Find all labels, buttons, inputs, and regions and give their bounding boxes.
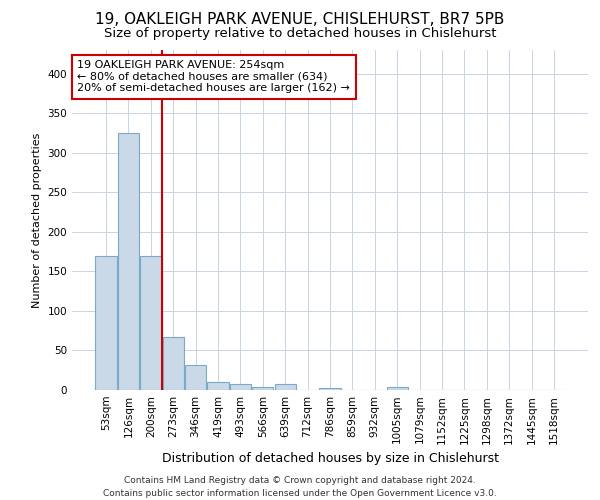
Bar bbox=[230, 384, 251, 390]
Bar bbox=[386, 387, 408, 390]
Text: 19 OAKLEIGH PARK AVENUE: 254sqm
← 80% of detached houses are smaller (634)
20% o: 19 OAKLEIGH PARK AVENUE: 254sqm ← 80% of… bbox=[77, 60, 350, 94]
Bar bbox=[95, 256, 117, 390]
Bar bbox=[275, 384, 296, 390]
Text: Contains HM Land Registry data © Crown copyright and database right 2024.
Contai: Contains HM Land Registry data © Crown c… bbox=[103, 476, 497, 498]
Bar bbox=[185, 364, 206, 390]
Bar bbox=[140, 256, 161, 390]
X-axis label: Distribution of detached houses by size in Chislehurst: Distribution of detached houses by size … bbox=[161, 452, 499, 465]
Text: 19, OAKLEIGH PARK AVENUE, CHISLEHURST, BR7 5PB: 19, OAKLEIGH PARK AVENUE, CHISLEHURST, B… bbox=[95, 12, 505, 28]
Y-axis label: Number of detached properties: Number of detached properties bbox=[32, 132, 42, 308]
Text: Size of property relative to detached houses in Chislehurst: Size of property relative to detached ho… bbox=[104, 28, 496, 40]
Bar bbox=[252, 387, 274, 390]
Bar bbox=[118, 133, 139, 390]
Bar bbox=[163, 337, 184, 390]
Bar bbox=[319, 388, 341, 390]
Bar bbox=[208, 382, 229, 390]
